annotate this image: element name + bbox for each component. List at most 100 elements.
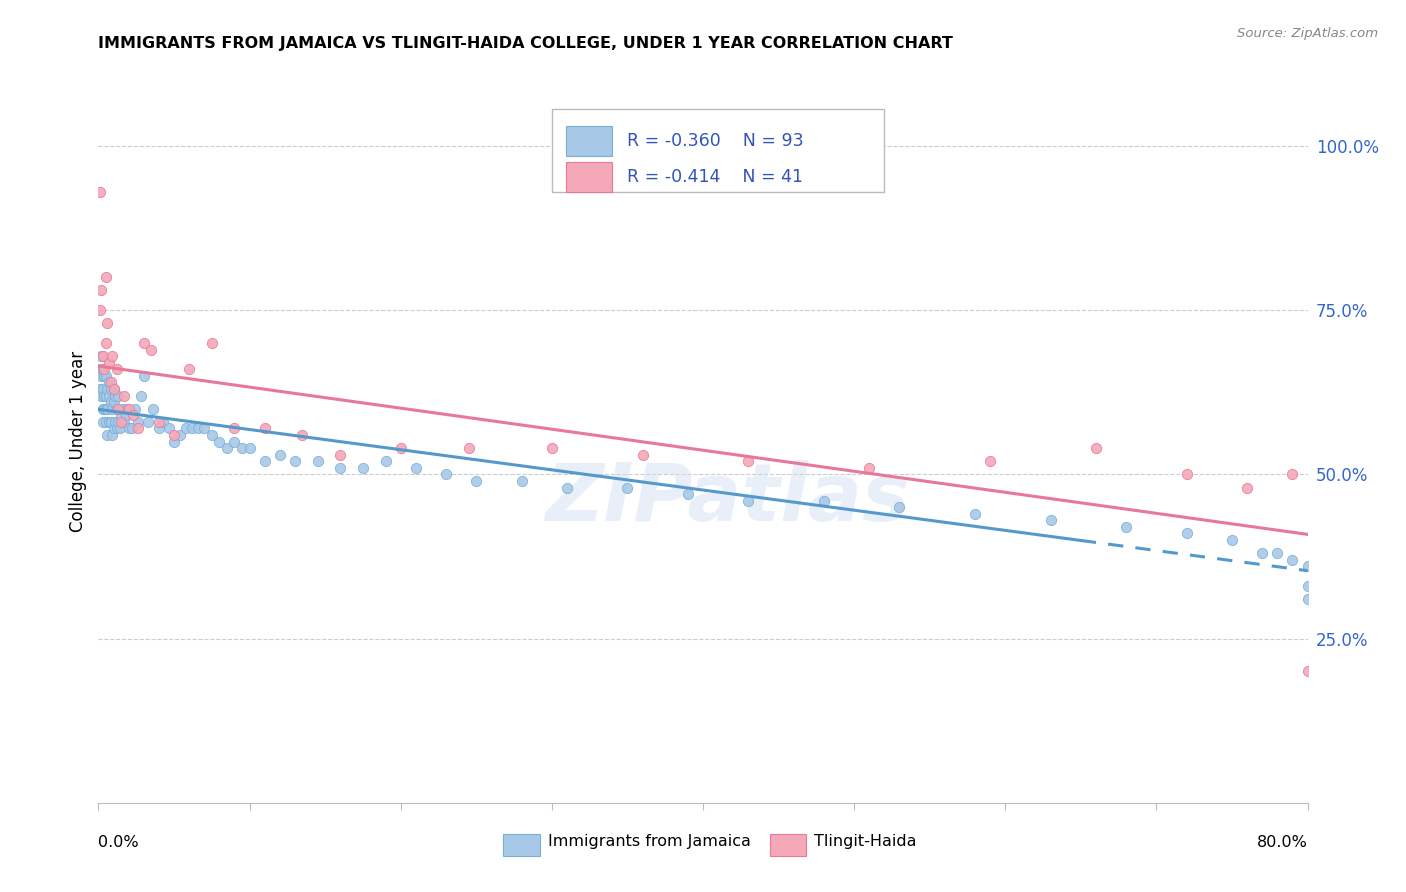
Text: Immigrants from Jamaica: Immigrants from Jamaica <box>548 834 751 848</box>
Point <box>141 343 163 357</box>
Point <box>163 434 186 449</box>
Point <box>169 428 191 442</box>
Point <box>101 349 124 363</box>
Point <box>107 401 129 416</box>
Point <box>231 441 253 455</box>
Point <box>1236 481 1258 495</box>
Point <box>253 421 276 435</box>
Point <box>103 382 125 396</box>
Point <box>90 368 112 383</box>
Point <box>253 454 276 468</box>
Point <box>90 284 112 298</box>
Point <box>181 421 204 435</box>
Point <box>465 474 488 488</box>
Point <box>1039 513 1062 527</box>
Point <box>215 441 238 455</box>
Point <box>1281 467 1303 482</box>
Point <box>889 500 911 515</box>
Point <box>118 401 141 416</box>
Point <box>1296 559 1319 574</box>
Point <box>405 460 427 475</box>
Point <box>98 415 121 429</box>
Point <box>208 434 231 449</box>
Point <box>148 415 170 429</box>
Point <box>94 415 117 429</box>
Y-axis label: College, Under 1 year: College, Under 1 year <box>69 351 87 533</box>
Point <box>93 388 115 402</box>
Point <box>1115 520 1137 534</box>
Point <box>101 428 124 442</box>
Point <box>1296 579 1319 593</box>
Point <box>103 421 125 435</box>
Point <box>148 421 170 435</box>
Point <box>329 448 352 462</box>
Text: R = -0.360    N = 93: R = -0.360 N = 93 <box>627 132 803 150</box>
Point <box>174 421 197 435</box>
Point <box>1296 592 1319 607</box>
Point <box>91 362 114 376</box>
Bar <box>503 834 540 855</box>
Point <box>110 409 132 423</box>
Point <box>152 415 174 429</box>
Point <box>224 421 246 435</box>
Point <box>98 356 121 370</box>
Point <box>1296 665 1319 679</box>
Point <box>136 415 159 429</box>
Point <box>374 454 396 468</box>
Point <box>676 487 699 501</box>
Point <box>118 421 141 435</box>
Point <box>100 382 122 396</box>
Point <box>510 474 533 488</box>
Point <box>104 388 127 402</box>
Point <box>737 454 759 468</box>
Point <box>1281 553 1303 567</box>
Text: R = -0.414    N = 41: R = -0.414 N = 41 <box>627 169 803 186</box>
Point <box>224 434 246 449</box>
Point <box>239 441 262 455</box>
Point <box>284 454 307 468</box>
Point <box>631 448 654 462</box>
Point <box>89 303 111 318</box>
Point <box>89 185 111 199</box>
Point <box>163 428 186 442</box>
Point <box>94 388 117 402</box>
Point <box>96 428 118 442</box>
Point <box>1175 526 1198 541</box>
Point <box>103 395 125 409</box>
Point <box>112 388 135 402</box>
Point <box>352 460 374 475</box>
Point <box>329 460 352 475</box>
Point <box>107 388 129 402</box>
Point <box>159 421 181 435</box>
Point <box>193 421 215 435</box>
Point <box>93 368 115 383</box>
Text: Source: ZipAtlas.com: Source: ZipAtlas.com <box>1237 27 1378 40</box>
Point <box>132 336 155 351</box>
Point <box>291 428 314 442</box>
Point <box>132 368 155 383</box>
Point <box>1251 546 1274 560</box>
Point <box>122 409 145 423</box>
Point <box>107 415 129 429</box>
Point <box>90 388 112 402</box>
Point <box>105 421 128 435</box>
Point <box>129 388 152 402</box>
Point <box>1175 467 1198 482</box>
Text: 0.0%: 0.0% <box>98 835 139 850</box>
Point <box>96 382 118 396</box>
Point <box>540 441 562 455</box>
Point <box>90 349 112 363</box>
Point <box>616 481 638 495</box>
Point <box>101 401 124 416</box>
Point <box>94 401 117 416</box>
Point <box>124 401 146 416</box>
Point <box>979 454 1001 468</box>
Point <box>96 401 118 416</box>
Point <box>389 441 412 455</box>
Point <box>94 270 117 285</box>
Bar <box>567 126 613 156</box>
Point <box>813 493 835 508</box>
Point <box>89 382 111 396</box>
Point <box>105 401 128 416</box>
Point <box>100 415 122 429</box>
